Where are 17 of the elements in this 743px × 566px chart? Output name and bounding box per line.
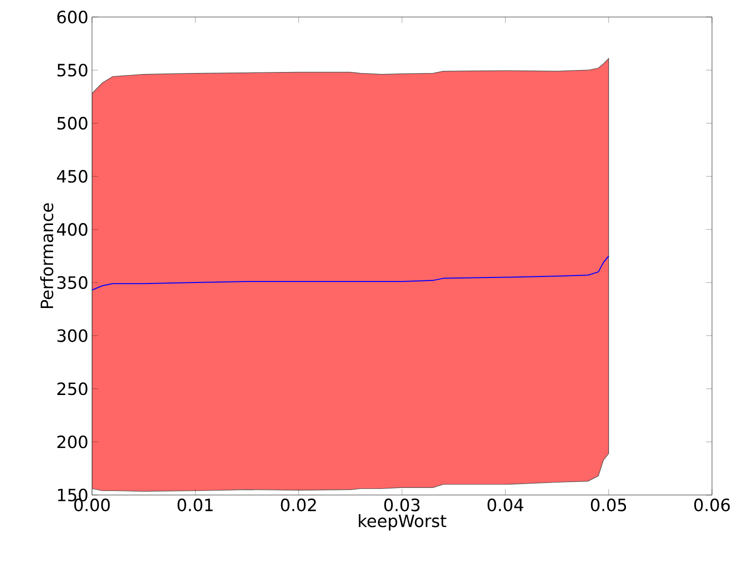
y-tick-label: 300 bbox=[57, 329, 88, 342]
y-tick-label: 450 bbox=[56, 170, 88, 183]
y-tick-label: 400 bbox=[56, 223, 88, 236]
x-axis-title: keepWorst bbox=[358, 514, 446, 531]
y-tick-label: 500 bbox=[57, 116, 88, 130]
y-tick-label: 250 bbox=[57, 382, 88, 396]
y-axis-title: Performance bbox=[40, 203, 54, 308]
x-tick-label: 0.05 bbox=[590, 498, 626, 512]
y-tick-label: 200 bbox=[57, 435, 88, 448]
x-tick-label: 0.06 bbox=[694, 498, 730, 512]
x-tick-label: 0.01 bbox=[178, 498, 213, 512]
x-tick-label: 0.04 bbox=[488, 498, 524, 512]
x-tick-label: 0.02 bbox=[280, 498, 316, 512]
x-tick-label: 0.03 bbox=[384, 498, 420, 512]
y-tick-label: 550 bbox=[57, 64, 88, 77]
y-tick-label: 350 bbox=[57, 276, 88, 289]
y-tick-label: 600 bbox=[57, 10, 88, 24]
